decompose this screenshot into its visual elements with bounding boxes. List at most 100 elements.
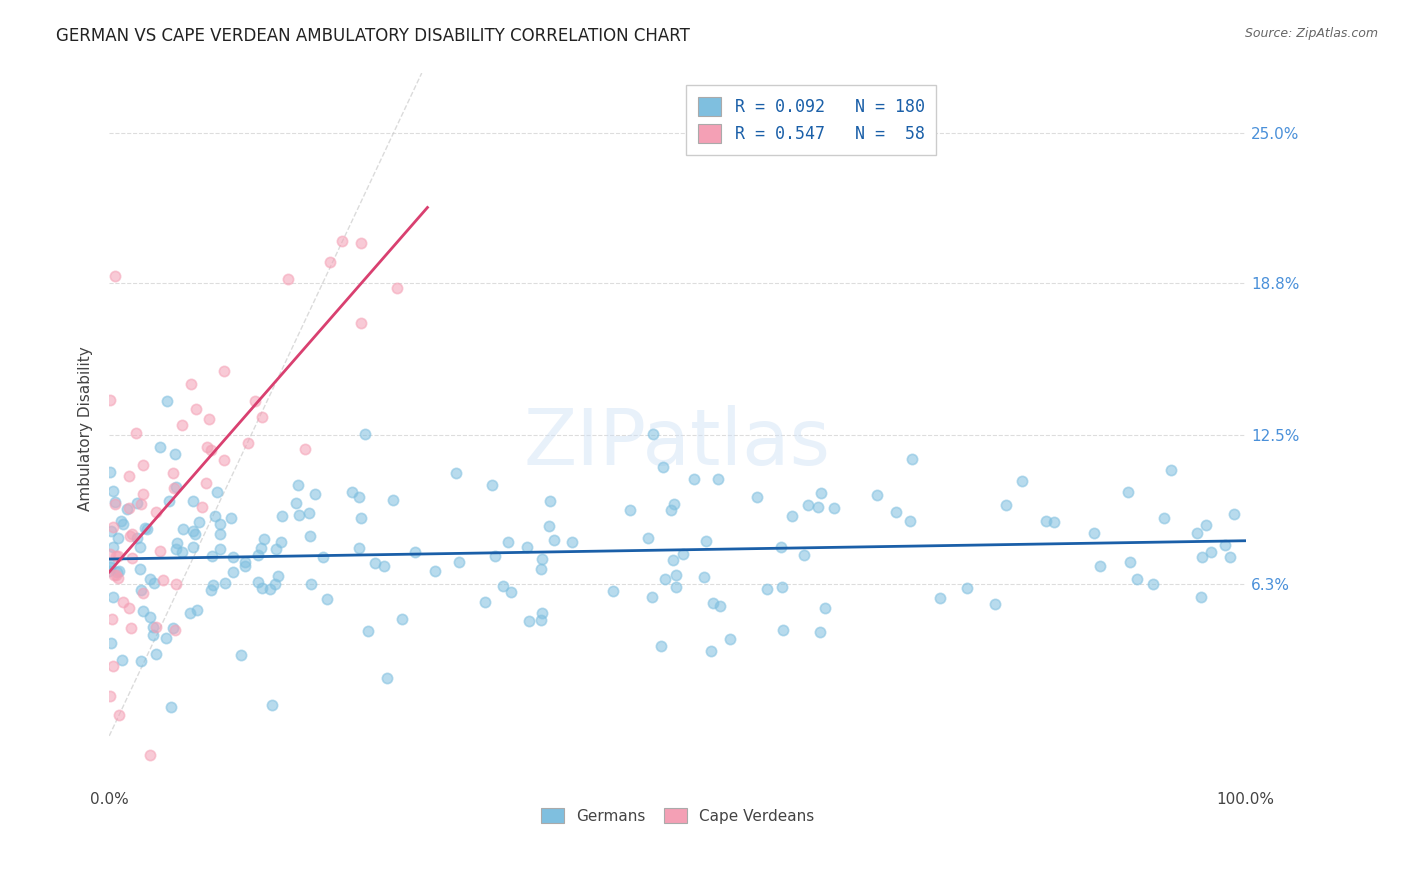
Point	[194, 476, 217, 491]
Point	[444, 467, 467, 481]
Point	[142, 620, 165, 634]
Point	[219, 510, 242, 524]
Point	[131, 458, 153, 473]
Point	[253, 532, 276, 546]
Point	[112, 595, 135, 609]
Point	[294, 442, 316, 456]
Point	[214, 363, 236, 377]
Point	[810, 486, 832, 500]
Point	[531, 606, 554, 620]
Point	[780, 509, 803, 524]
Point	[183, 527, 205, 541]
Point	[108, 707, 131, 722]
Point	[665, 567, 688, 582]
Point	[100, 524, 122, 539]
Point	[391, 611, 413, 625]
Point	[277, 272, 299, 286]
Point	[135, 522, 157, 536]
Point	[120, 529, 142, 543]
Point	[181, 540, 204, 554]
Point	[516, 540, 538, 554]
Point	[98, 465, 121, 479]
Point	[181, 524, 204, 539]
Point	[132, 487, 155, 501]
Point	[619, 503, 641, 517]
Point	[115, 502, 138, 516]
Point	[637, 531, 659, 545]
Point	[159, 700, 181, 714]
Point	[132, 604, 155, 618]
Point	[165, 577, 187, 591]
Point	[1191, 550, 1213, 565]
Point	[264, 577, 287, 591]
Point	[298, 507, 321, 521]
Point	[155, 632, 177, 646]
Point	[246, 574, 269, 589]
Point	[165, 480, 187, 494]
Point	[484, 549, 506, 564]
Point	[127, 857, 149, 871]
Point	[103, 567, 125, 582]
Point	[108, 564, 131, 578]
Point	[138, 610, 160, 624]
Point	[267, 569, 290, 583]
Point	[772, 623, 794, 637]
Point	[214, 576, 236, 591]
Y-axis label: Ambulatory Disability: Ambulatory Disability	[79, 346, 93, 511]
Point	[810, 624, 832, 639]
Point	[209, 526, 232, 541]
Point	[983, 598, 1005, 612]
Point	[259, 582, 281, 597]
Point	[319, 255, 342, 269]
Point	[200, 443, 222, 458]
Point	[1011, 475, 1033, 489]
Point	[145, 620, 167, 634]
Point	[1185, 525, 1208, 540]
Point	[901, 451, 924, 466]
Point	[250, 541, 273, 556]
Point	[755, 582, 778, 597]
Point	[229, 648, 252, 662]
Point	[350, 235, 373, 250]
Point	[260, 698, 283, 713]
Point	[107, 571, 129, 585]
Point	[101, 540, 124, 554]
Point	[120, 621, 142, 635]
Point	[1189, 590, 1212, 604]
Point	[190, 500, 212, 514]
Point	[650, 639, 672, 653]
Point	[111, 653, 134, 667]
Point	[347, 491, 370, 505]
Point	[208, 541, 231, 556]
Point	[195, 440, 218, 454]
Point	[163, 481, 186, 495]
Point	[304, 486, 326, 500]
Point	[285, 496, 308, 510]
Point	[128, 541, 150, 555]
Point	[180, 377, 202, 392]
Point	[125, 531, 148, 545]
Point	[350, 510, 373, 524]
Point	[1160, 463, 1182, 477]
Point	[350, 316, 373, 330]
Point	[1088, 559, 1111, 574]
Point	[250, 410, 273, 425]
Point	[207, 484, 229, 499]
Point	[204, 508, 226, 523]
Point	[661, 552, 683, 566]
Point	[665, 580, 688, 594]
Point	[186, 603, 208, 617]
Point	[288, 508, 311, 522]
Point	[271, 509, 294, 524]
Point	[107, 549, 129, 564]
Point	[356, 624, 378, 639]
Point	[104, 567, 127, 582]
Point	[1219, 549, 1241, 564]
Point	[364, 557, 387, 571]
Point	[104, 549, 127, 563]
Point	[793, 548, 815, 562]
Point	[101, 658, 124, 673]
Point	[139, 748, 162, 763]
Point	[641, 427, 664, 442]
Point	[651, 459, 673, 474]
